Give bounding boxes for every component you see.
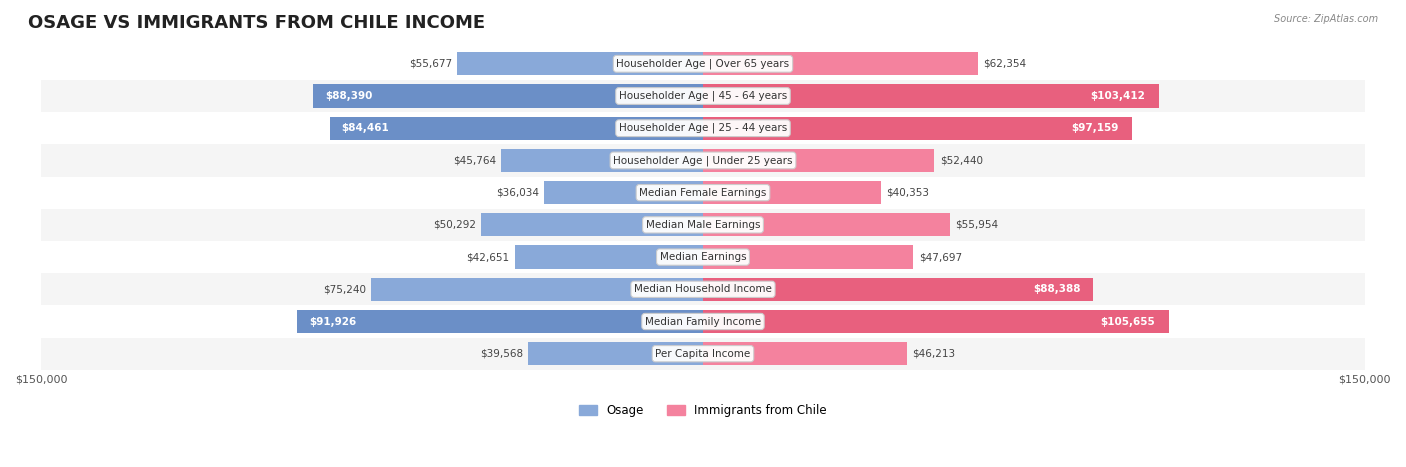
Text: Householder Age | 25 - 44 years: Householder Age | 25 - 44 years (619, 123, 787, 134)
Text: Median Household Income: Median Household Income (634, 284, 772, 294)
Bar (457, 52, 703, 75)
Bar (41, 273, 1365, 305)
Text: $88,388: $88,388 (1033, 284, 1081, 294)
Text: $88,390: $88,390 (325, 91, 373, 101)
Bar (41, 209, 1365, 241)
Text: Median Female Earnings: Median Female Earnings (640, 188, 766, 198)
Text: Householder Age | Under 25 years: Householder Age | Under 25 years (613, 155, 793, 166)
Text: $91,926: $91,926 (309, 317, 357, 326)
Bar (544, 181, 703, 204)
Text: $40,353: $40,353 (886, 188, 929, 198)
Bar (703, 278, 1092, 301)
Text: Median Earnings: Median Earnings (659, 252, 747, 262)
Text: $103,412: $103,412 (1091, 91, 1146, 101)
Bar (41, 80, 1365, 112)
Text: Median Family Income: Median Family Income (645, 317, 761, 326)
Bar (41, 241, 1365, 273)
Text: Householder Age | Over 65 years: Householder Age | Over 65 years (616, 58, 790, 69)
Text: $36,034: $36,034 (496, 188, 538, 198)
Text: $97,159: $97,159 (1071, 123, 1119, 133)
Bar (515, 246, 703, 269)
Text: $105,655: $105,655 (1101, 317, 1156, 326)
Bar (703, 85, 1159, 107)
Bar (703, 117, 1132, 140)
Bar (703, 149, 935, 172)
Text: $47,697: $47,697 (918, 252, 962, 262)
Text: OSAGE VS IMMIGRANTS FROM CHILE INCOME: OSAGE VS IMMIGRANTS FROM CHILE INCOME (28, 14, 485, 32)
Bar (371, 278, 703, 301)
Bar (41, 112, 1365, 144)
Bar (298, 310, 703, 333)
Text: Median Male Earnings: Median Male Earnings (645, 220, 761, 230)
Bar (314, 85, 703, 107)
Text: $75,240: $75,240 (323, 284, 366, 294)
Text: $52,440: $52,440 (939, 156, 983, 165)
Text: $50,292: $50,292 (433, 220, 475, 230)
Bar (41, 48, 1365, 80)
Text: $84,461: $84,461 (342, 123, 389, 133)
Bar (41, 144, 1365, 177)
Text: $45,764: $45,764 (453, 156, 496, 165)
Text: $55,954: $55,954 (955, 220, 998, 230)
Bar (41, 177, 1365, 209)
Bar (330, 117, 703, 140)
Bar (703, 246, 914, 269)
Text: $55,677: $55,677 (409, 59, 453, 69)
Text: Householder Age | 45 - 64 years: Householder Age | 45 - 64 years (619, 91, 787, 101)
Bar (41, 338, 1365, 370)
Bar (703, 213, 950, 236)
Bar (481, 213, 703, 236)
Legend: Osage, Immigrants from Chile: Osage, Immigrants from Chile (574, 399, 832, 422)
Bar (703, 310, 1170, 333)
Bar (41, 305, 1365, 338)
Bar (703, 52, 979, 75)
Bar (529, 342, 703, 365)
Text: Source: ZipAtlas.com: Source: ZipAtlas.com (1274, 14, 1378, 24)
Bar (703, 342, 907, 365)
Text: $46,213: $46,213 (912, 349, 955, 359)
Text: $62,354: $62,354 (983, 59, 1026, 69)
Text: $42,651: $42,651 (467, 252, 509, 262)
Bar (703, 181, 882, 204)
Text: Per Capita Income: Per Capita Income (655, 349, 751, 359)
Text: $39,568: $39,568 (479, 349, 523, 359)
Bar (501, 149, 703, 172)
